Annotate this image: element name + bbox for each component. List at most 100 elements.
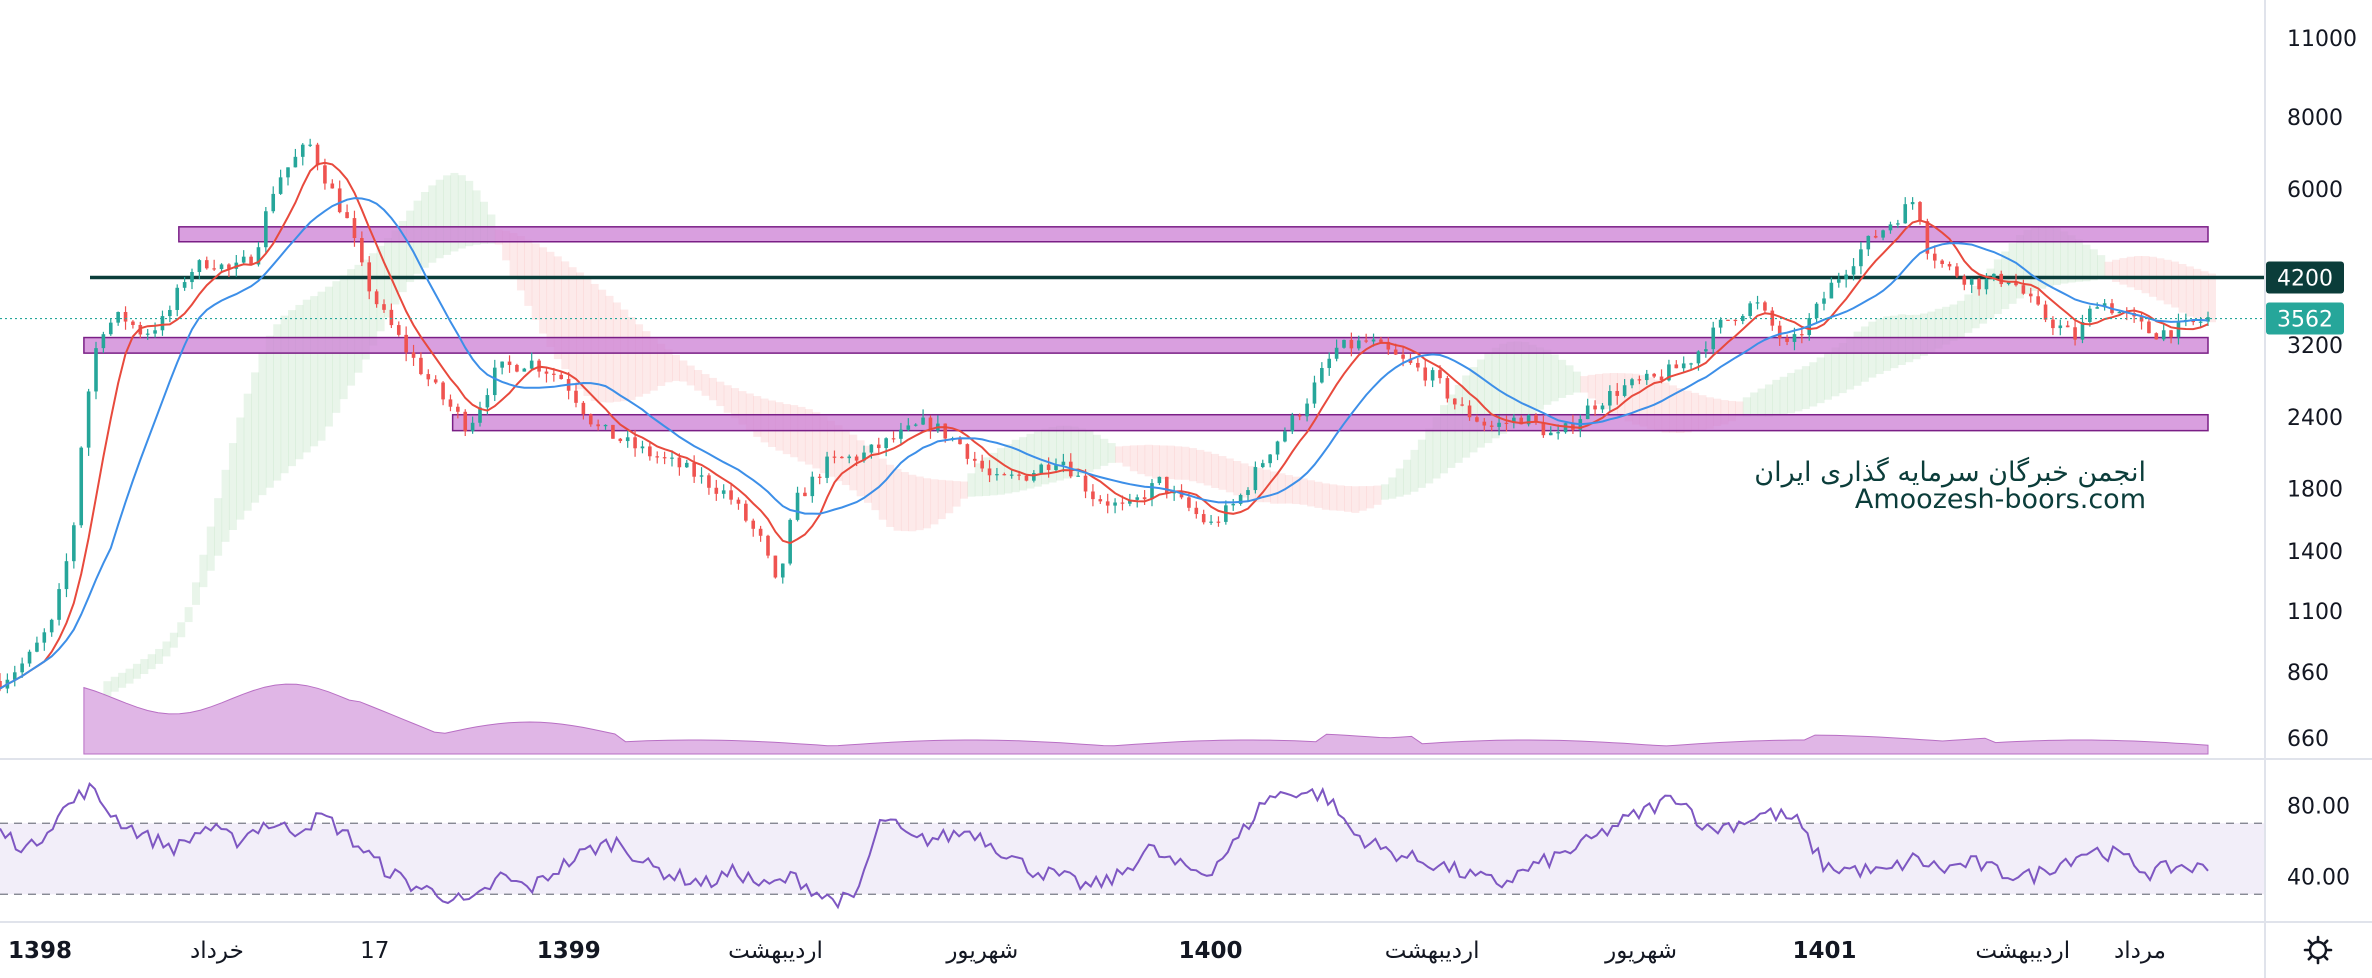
candle [1726, 319, 1730, 321]
cloud-segment [723, 385, 732, 413]
cloud-segment [1395, 468, 1404, 497]
candle-body [1726, 319, 1730, 321]
cloud-segment [982, 457, 991, 496]
candle [1349, 332, 1354, 357]
candle-body [1342, 339, 1346, 348]
cloud-segment [1816, 357, 1825, 404]
cloud-segment [1728, 400, 1736, 422]
watermark: انجمن خبرگان سرمایه گذاری ایران Amoozesh… [1754, 456, 2146, 515]
candle-body [197, 260, 202, 273]
candle-body [2014, 282, 2018, 286]
cloud-segment [1277, 473, 1286, 504]
candle [825, 451, 829, 484]
time-tick-label: 17 [360, 938, 389, 964]
cloud-segment [347, 269, 356, 386]
candle-body [315, 144, 320, 166]
candle [1327, 352, 1332, 376]
candle-body [1866, 235, 1871, 250]
candle-body [1770, 310, 1775, 326]
candle-body [1371, 339, 1376, 342]
cloud-segment [132, 663, 141, 679]
candle [352, 210, 357, 247]
candle-body [869, 444, 874, 453]
gear-icon[interactable] [2303, 935, 2333, 965]
candle-body [1416, 362, 1420, 368]
candle-body [1268, 454, 1272, 464]
candle [448, 394, 453, 412]
candle [810, 471, 815, 503]
candle-body [1940, 260, 1944, 265]
candle-body [2102, 303, 2107, 308]
cloud-segment [162, 641, 171, 657]
cloud-segment [1270, 471, 1279, 504]
cloud-segment [1388, 477, 1397, 499]
candle-body [1888, 224, 1893, 231]
candle-body [300, 144, 305, 157]
candle-body [1689, 363, 1693, 365]
candle-body [1482, 421, 1487, 426]
candle-body [441, 382, 445, 400]
candle-body [1541, 422, 1546, 436]
cloud-segment [1536, 347, 1544, 410]
candle-body [980, 460, 984, 469]
candle-body [433, 379, 438, 383]
rsi-line [0, 782, 2209, 910]
candle [204, 256, 209, 270]
candle-body [1393, 349, 1398, 355]
candle [64, 553, 69, 598]
candle-body [1113, 502, 1117, 506]
candle-body [1822, 298, 1826, 304]
candle-body [1401, 354, 1405, 359]
candle-body [1955, 266, 1959, 277]
candle-body [1932, 253, 1937, 261]
candle-body [293, 156, 298, 168]
candle-body [736, 499, 741, 504]
candle-body [1593, 405, 1597, 410]
candle-body [0, 680, 2, 689]
candle-body [1054, 465, 1058, 470]
cloud-segment [1772, 379, 1781, 416]
candle [1482, 417, 1487, 432]
zone-rectangle [178, 226, 2209, 243]
cloud-segment [576, 272, 584, 390]
cloud-segment [1809, 362, 1818, 407]
candle-body [411, 352, 416, 358]
candle [86, 388, 91, 456]
candle [2102, 299, 2107, 311]
candle [12, 665, 17, 687]
cloud-segment [2178, 264, 2187, 313]
candle-body [1024, 475, 1029, 481]
cloud-segment [192, 582, 200, 605]
candle-body [1556, 432, 1560, 434]
candle [2154, 332, 2159, 340]
cloud-segment [974, 463, 983, 497]
candle-body [574, 390, 578, 403]
candle [611, 424, 615, 439]
cloud-segment [686, 365, 695, 386]
cloud-segment [1218, 456, 1227, 490]
candle-body [1918, 202, 1922, 222]
candle [1091, 484, 1095, 507]
cloud-segment [989, 452, 998, 496]
candle [2080, 314, 2085, 344]
cloud-segment [1934, 308, 1943, 349]
candle-body [426, 374, 431, 380]
cloud-segment [1757, 388, 1766, 417]
candle-body [256, 247, 261, 265]
candle [876, 437, 881, 454]
candle [1763, 300, 1767, 314]
candle [721, 484, 726, 499]
candle [1608, 385, 1612, 412]
cloud-segment [2001, 251, 2010, 310]
candle-body [131, 321, 135, 326]
cloud-segment [2038, 226, 2047, 289]
cloud-segment [1380, 484, 1389, 500]
candle [1061, 453, 1066, 473]
candle [522, 367, 527, 372]
cloud-segment [1284, 475, 1293, 504]
candle-body [1563, 423, 1568, 433]
cloud-segment [886, 464, 895, 527]
cloud-segment [369, 253, 378, 346]
candle-body [758, 528, 763, 536]
